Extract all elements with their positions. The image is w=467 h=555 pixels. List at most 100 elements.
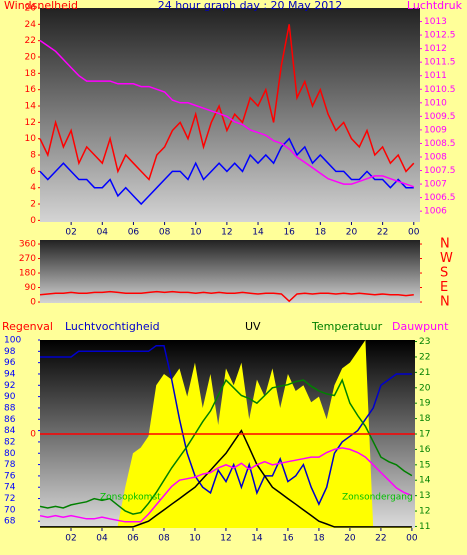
y2-tick-label: 1006 xyxy=(424,207,447,217)
y2-tick-label: 12 xyxy=(419,507,430,517)
y-tick-label: 92 xyxy=(4,381,15,391)
y-tick-label: 8 xyxy=(30,151,36,161)
y2-tick-label: 1009.5 xyxy=(424,112,456,122)
x-tick-label: 16 xyxy=(283,228,295,238)
y-tick-label: 74 xyxy=(4,483,16,493)
y-tick-label: 180 xyxy=(19,269,36,279)
series-line xyxy=(39,378,413,515)
y2-tick-label: 1012.5 xyxy=(424,31,456,41)
x-tick-label: 06 xyxy=(127,534,139,544)
y-tick-label: 360 xyxy=(19,240,36,250)
y-tick-label: 100 xyxy=(4,336,21,346)
annotation: Zonsopkomst xyxy=(100,493,161,503)
y-tick-label: 0 xyxy=(30,216,36,226)
y2-tick-label: 18 xyxy=(419,414,431,424)
legend-entry: Dauwpunt xyxy=(392,320,449,333)
rain-tick-label: 0 xyxy=(30,430,36,440)
y2-tick-label: 11 xyxy=(419,522,430,532)
y2-tick-label: 22 xyxy=(419,352,430,362)
y-tick-label: 26 xyxy=(25,4,37,14)
y2-tick-label: W xyxy=(440,251,453,266)
x-tick-label: 04 xyxy=(96,534,108,544)
x-tick-label: 08 xyxy=(159,228,171,238)
series-line xyxy=(39,137,414,206)
y-tick-label: 70 xyxy=(4,505,16,515)
y-tick-label: 4 xyxy=(30,183,36,193)
y-tick-label: 0 xyxy=(30,298,36,308)
x-tick-label: 06 xyxy=(128,228,140,238)
y2-tick-label: S xyxy=(440,266,448,281)
annotation: Zonsondergang xyxy=(342,493,413,503)
x-tick-label: 16 xyxy=(282,534,294,544)
y2-tick-label: 1011.5 xyxy=(424,58,456,68)
y-tick-label: 90 xyxy=(25,283,37,293)
y-tick-label: 96 xyxy=(4,358,16,368)
y-tick-label: 68 xyxy=(4,517,16,527)
y2-tick-label: 13 xyxy=(419,491,430,501)
legend-entry: UV xyxy=(245,320,261,333)
y-tick-label: 98 xyxy=(4,347,16,357)
x-tick-label: 10 xyxy=(190,228,202,238)
y2-tick-label: 15 xyxy=(419,460,430,470)
y2-tick-label: 17 xyxy=(419,430,430,440)
y2-tick-label: 14 xyxy=(419,476,431,486)
y2-tick-label: 1007 xyxy=(424,180,447,190)
x-tick-label: 14 xyxy=(251,534,263,544)
y-tick-label: 10 xyxy=(25,134,37,144)
y-tick-label: 270 xyxy=(19,254,36,264)
y-tick-label: 80 xyxy=(4,449,16,459)
y-axis-label: Windsnelheid xyxy=(4,0,78,12)
y-tick-label: 6 xyxy=(30,167,36,177)
legend-entry: Temperatuur xyxy=(311,320,383,333)
x-tick-label: 10 xyxy=(189,534,201,544)
y2-axis-label: Luchtdruk xyxy=(407,0,463,12)
y2-tick-label: E xyxy=(440,280,448,295)
x-tick-label: 08 xyxy=(158,534,170,544)
x-tick-label: 00 xyxy=(408,228,420,238)
x-tick-label: 20 xyxy=(344,534,356,544)
y-tick-label: 2 xyxy=(30,200,36,210)
y-tick-label: 22 xyxy=(25,36,36,46)
y2-tick-label: 1010 xyxy=(424,98,447,108)
y-tick-label: 16 xyxy=(25,85,37,95)
x-tick-label: 12 xyxy=(220,534,231,544)
y2-tick-label: 1006.5 xyxy=(424,193,456,203)
y2-tick-label: 1007.5 xyxy=(424,166,456,176)
x-tick-label: 04 xyxy=(97,228,109,238)
series-line xyxy=(39,290,414,303)
y2-tick-label: 1013 xyxy=(424,17,447,27)
series-line xyxy=(40,429,412,528)
legend-entry: Luchtvochtigheid xyxy=(65,320,160,333)
y2-tick-label: 1008.5 xyxy=(424,139,456,149)
x-tick-label: 22 xyxy=(375,534,386,544)
rain-label: Regenval xyxy=(2,320,53,333)
y-tick-label: 82 xyxy=(4,437,15,447)
x-tick-label: 02 xyxy=(65,228,76,238)
series-line xyxy=(39,39,415,188)
x-tick-label: 18 xyxy=(313,534,325,544)
y-tick-label: 12 xyxy=(25,118,36,128)
series-line xyxy=(39,24,415,181)
y2-tick-label: 20 xyxy=(419,383,431,393)
x-tick-label: 00 xyxy=(406,534,418,544)
y-tick-label: 94 xyxy=(4,369,16,379)
y-tick-label: 72 xyxy=(4,494,15,504)
y-tick-label: 76 xyxy=(4,471,16,481)
y2-tick-label: 16 xyxy=(419,445,431,455)
series-line xyxy=(40,344,412,507)
y-tick-label: 78 xyxy=(4,460,16,470)
y-tick-label: 86 xyxy=(4,415,16,425)
x-tick-label: 22 xyxy=(377,228,388,238)
y2-tick-label: 1011 xyxy=(424,71,447,81)
y-tick-label: 84 xyxy=(4,426,16,436)
y2-tick-label: 23 xyxy=(419,337,430,347)
x-tick-label: 12 xyxy=(221,228,232,238)
y2-tick-label: N xyxy=(440,295,450,310)
chart-title: 24 hour graph day : 20 May 2012 xyxy=(158,0,343,12)
y-tick-label: 24 xyxy=(25,20,37,30)
y2-tick-label: 21 xyxy=(419,368,430,378)
series-line xyxy=(39,447,413,523)
y2-tick-label: 1010.5 xyxy=(424,85,456,95)
y-tick-label: 18 xyxy=(25,69,37,79)
